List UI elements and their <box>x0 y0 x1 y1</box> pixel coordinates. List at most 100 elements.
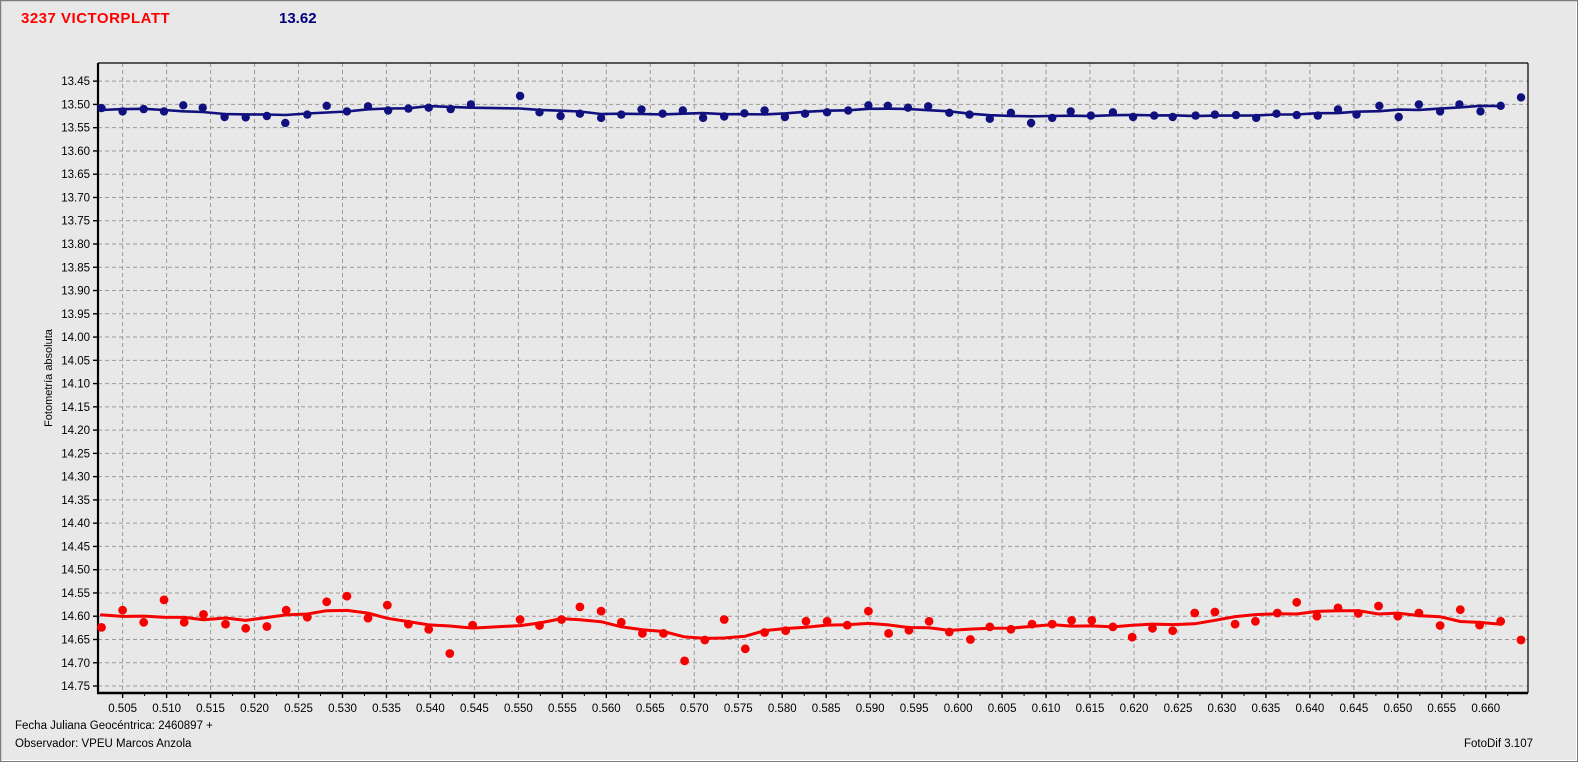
series-blue-point <box>780 112 790 122</box>
object-designation: 3237 VICTORPLATT <box>21 10 171 27</box>
y-tick-label: 14.35 <box>61 495 90 507</box>
x-tick-label: 0.600 <box>944 703 973 715</box>
series-blue-point <box>1128 112 1138 122</box>
series-red-point <box>842 620 852 630</box>
series-red-point <box>322 597 332 607</box>
x-tick-label: 0.635 <box>1252 703 1281 715</box>
x-tick-label: 0.580 <box>768 703 797 715</box>
y-tick-label: 14.25 <box>61 448 90 460</box>
series-red-point <box>1127 632 1137 642</box>
x-tick-label: 0.655 <box>1427 703 1456 715</box>
series-blue-point <box>322 101 331 110</box>
series-red-point <box>1230 619 1240 629</box>
y-tick-label: 14.55 <box>61 588 90 600</box>
y-tick-label: 13.55 <box>61 123 90 135</box>
y-axis-title: Fotometría absoluta <box>43 329 55 427</box>
series-red-point <box>1374 601 1383 611</box>
y-tick-label: 13.70 <box>61 192 90 204</box>
series-blue-point <box>303 110 312 119</box>
x-tick-label: 0.510 <box>152 703 181 715</box>
x-tick-label: 0.520 <box>240 703 269 715</box>
x-tick-label: 0.535 <box>372 703 401 715</box>
series-red-point <box>719 615 729 624</box>
series-red-point <box>1251 616 1260 626</box>
series-blue-point <box>363 102 373 111</box>
series-red-point <box>1312 611 1322 621</box>
observer-label: Observador: VPEU Marcos Anzola <box>15 738 192 750</box>
series-red-point <box>97 623 106 632</box>
series-blue-point <box>1191 111 1200 120</box>
series-red-point <box>535 621 544 630</box>
series-blue-point <box>1272 109 1281 118</box>
series-red-point <box>575 602 585 612</box>
object-magnitude: 13.62 <box>279 10 317 27</box>
series-blue-point <box>281 118 290 128</box>
series-red-point <box>904 625 914 635</box>
series-blue-point <box>1394 112 1403 122</box>
x-tick-label: 0.660 <box>1471 703 1500 715</box>
series-red-point <box>515 615 525 624</box>
series-red-point <box>1087 616 1097 625</box>
y-tick-label: 13.85 <box>61 262 90 274</box>
series-red-point <box>1047 619 1057 629</box>
series-red-point <box>659 629 668 638</box>
series-red-point <box>302 612 312 622</box>
series-red-point <box>1393 611 1403 621</box>
series-blue-point <box>945 108 954 117</box>
series-red-point <box>740 644 750 654</box>
series-blue-point <box>97 103 106 113</box>
y-tick-label: 14.60 <box>61 611 90 623</box>
series-red-point <box>199 610 208 619</box>
series-blue-point <box>1455 100 1464 109</box>
x-tick-label: 0.610 <box>1032 703 1061 715</box>
series-blue-point <box>637 105 646 114</box>
series-blue-point <box>720 112 729 121</box>
x-tick-label: 0.505 <box>108 703 137 715</box>
series-blue-point <box>596 113 606 123</box>
series-blue-point <box>1476 107 1485 116</box>
y-tick-label: 14.40 <box>61 518 90 530</box>
series-red-fit-line <box>100 608 1503 640</box>
series-blue-point <box>575 109 585 118</box>
app-version-label: FotoDif 3.107 <box>1463 738 1533 750</box>
series-blue-point <box>139 104 148 114</box>
series-red-point <box>1148 623 1157 633</box>
y-tick-label: 13.50 <box>61 99 90 111</box>
x-tick-label: 0.585 <box>812 703 841 715</box>
series-red-point <box>221 619 230 629</box>
series-red-point <box>468 620 477 630</box>
y-tick-label: 13.75 <box>61 216 90 228</box>
series-red-point <box>1435 621 1445 630</box>
series-blue-point <box>535 108 544 117</box>
x-tick-label: 0.540 <box>416 703 445 715</box>
series-blue-point <box>556 111 565 121</box>
x-tick-label: 0.525 <box>284 703 313 715</box>
y-tick-label: 13.90 <box>61 286 90 298</box>
y-tick-label: 13.65 <box>61 169 90 181</box>
series-red-point <box>1027 619 1037 629</box>
series-red-point <box>118 605 127 615</box>
series-red-point <box>1292 597 1302 607</box>
series-red-point <box>139 617 149 627</box>
x-tick-label: 0.565 <box>636 703 665 715</box>
series-blue-point <box>1516 93 1526 102</box>
series-blue-point <box>1292 110 1301 120</box>
series-blue-point <box>965 110 974 119</box>
series-blue-point <box>760 106 769 115</box>
x-tick-label: 0.575 <box>724 703 753 715</box>
series-blue-point <box>1006 108 1016 117</box>
series-red-point <box>1108 622 1118 632</box>
series-red-point <box>616 617 626 627</box>
series-red-point <box>1414 608 1424 618</box>
series-blue-point <box>903 103 913 112</box>
series-red-point <box>801 616 811 626</box>
series-blue-point <box>1168 112 1177 122</box>
series-blue-point <box>1333 105 1343 114</box>
series-blue-point <box>446 104 455 114</box>
series-blue-point <box>404 104 413 113</box>
series-red-point <box>781 626 791 636</box>
series-red-point <box>1496 616 1506 626</box>
y-tick-label: 14.75 <box>61 681 90 693</box>
series-red-point <box>1210 607 1220 617</box>
series-blue-point <box>1086 111 1096 120</box>
